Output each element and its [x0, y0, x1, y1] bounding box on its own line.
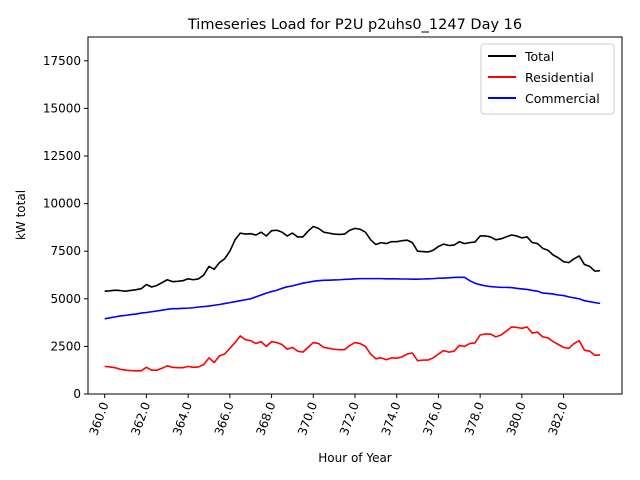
- x-tick-label: 368.0: [253, 400, 278, 437]
- legend-entry-total: Total: [488, 49, 554, 64]
- x-axis: 360.0 362.0 364.0 366.0 368.0 370.0 372.0 374.0…: [87, 394, 571, 437]
- legend-label-residential: Residential: [525, 70, 594, 85]
- x-tick-label: 372.0: [337, 400, 362, 437]
- series-line-commercial: [104, 276, 601, 320]
- x-tick-label: 382.0: [546, 400, 571, 437]
- legend-box: [480, 43, 615, 115]
- legend-label-total: Total: [524, 49, 554, 64]
- y-tick-label: 5000: [50, 292, 81, 306]
- series-line-total: [104, 225, 601, 292]
- y-tick-label: 15000: [43, 101, 81, 115]
- y-tick-label: 2500: [50, 339, 81, 353]
- y-tick-label: 7500: [50, 244, 81, 258]
- y-tick-label: 0: [73, 387, 81, 401]
- x-tick-label: 374.0: [379, 400, 404, 437]
- x-tick-label: 360.0: [87, 400, 112, 437]
- x-tick-label: 378.0: [462, 400, 487, 437]
- series-line-residential: [104, 326, 601, 372]
- legend-entry-commercial: Commercial: [488, 91, 600, 106]
- y-tick-label: 10000: [43, 197, 81, 211]
- legend-label-commercial: Commercial: [525, 91, 600, 106]
- chart-title: Timeseries Load for P2U p2uhs0_1247 Day …: [187, 17, 522, 33]
- y-axis: 0 2500 5000 7500 10000 12500 15000 17500: [43, 54, 88, 401]
- x-tick-label: 370.0: [295, 400, 320, 437]
- x-tick-label: 366.0: [212, 400, 237, 437]
- series-layer: [104, 225, 601, 372]
- x-tick-label: 362.0: [128, 400, 153, 437]
- x-tick-label: 364.0: [170, 400, 195, 437]
- y-axis-title: kW total: [14, 190, 28, 240]
- y-tick-label: 12500: [43, 149, 81, 163]
- legend: Total Residential Commercial: [480, 43, 615, 115]
- x-tick-label: 380.0: [504, 400, 529, 437]
- legend-entry-residential: Residential: [488, 70, 594, 85]
- x-tick-label: 376.0: [420, 400, 445, 437]
- y-tick-label: 17500: [43, 54, 81, 68]
- x-axis-title: Hour of Year: [318, 451, 392, 465]
